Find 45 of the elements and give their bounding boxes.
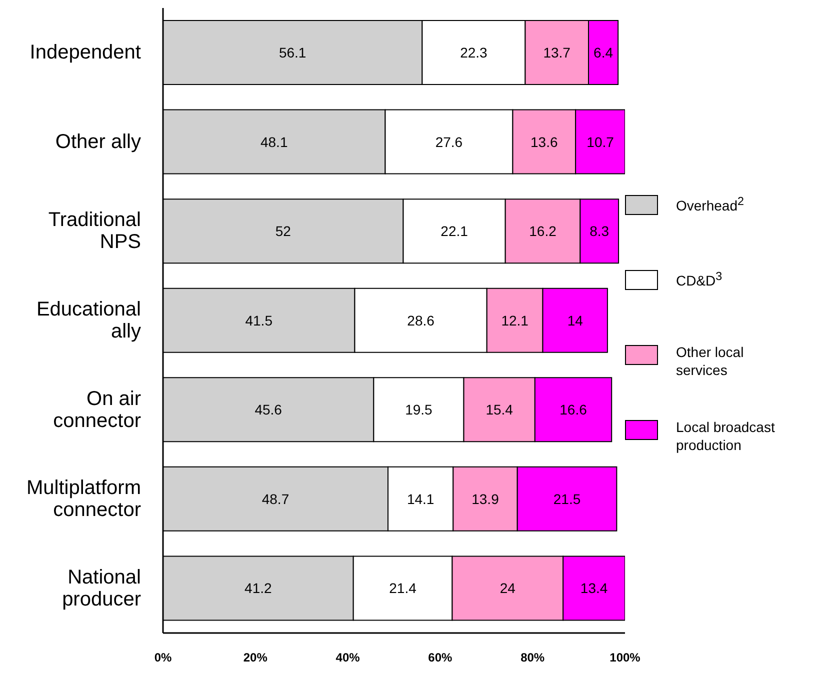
data-label: 10.7 <box>586 134 614 150</box>
x-tick-label: 20% <box>243 650 268 665</box>
data-label: 15.4 <box>486 402 514 418</box>
x-tick-label: 0% <box>154 650 172 665</box>
legend-label: Overhead$^{2}$ <box>676 194 745 215</box>
x-tick-label: 100% <box>610 650 641 665</box>
data-label: 22.1 <box>440 223 468 240</box>
data-label: 41.2 <box>244 580 272 596</box>
y-tick-label: National producer <box>62 566 142 610</box>
data-label: 6.4 <box>594 44 614 60</box>
data-label: 52 <box>275 223 292 240</box>
data-label: 13.4 <box>580 580 608 596</box>
y-tick-label: Other ally <box>55 130 141 153</box>
data-label: 48.1 <box>260 134 288 150</box>
data-label: 28.6 <box>407 312 435 328</box>
data-label: 14 <box>567 312 584 328</box>
y-tick-label: On air connector <box>53 388 142 432</box>
y-tick-label: Independent <box>30 42 142 64</box>
data-label: 8.3 <box>590 223 610 240</box>
data-label: 12.1 <box>501 312 529 328</box>
data-label: 14.1 <box>406 490 434 507</box>
data-label: 56.1 <box>278 44 306 60</box>
data-label: 27.6 <box>435 134 463 150</box>
x-tick-label: 40% <box>336 650 360 665</box>
data-label: 41.5 <box>245 312 273 328</box>
data-label: 16.2 <box>529 223 557 240</box>
y-tick-label: Multiplatform connector <box>26 477 142 522</box>
legend-label: Local broadcast production <box>676 418 776 454</box>
data-label: 22.3 <box>460 44 488 60</box>
data-label: 21.5 <box>553 490 581 507</box>
legend-label: Other local services <box>676 343 745 379</box>
data-label: 13.6 <box>530 134 558 150</box>
data-label: 21.4 <box>389 580 417 596</box>
legend-label: CD&D$^{3}$ <box>676 269 724 290</box>
x-tick-label: 80% <box>520 650 545 665</box>
y-tick-label: Educational ally <box>36 298 141 342</box>
data-label: 24 <box>500 580 516 596</box>
data-label: 48.7 <box>262 490 290 507</box>
y-tick-label: Traditional NPS <box>48 209 141 254</box>
data-label: 19.5 <box>405 402 433 418</box>
data-label: 16.6 <box>560 402 588 418</box>
data-label: 13.9 <box>472 490 500 507</box>
x-tick-label: 60% <box>428 650 453 665</box>
data-label: 13.7 <box>543 44 571 60</box>
data-label: 45.6 <box>254 402 282 418</box>
